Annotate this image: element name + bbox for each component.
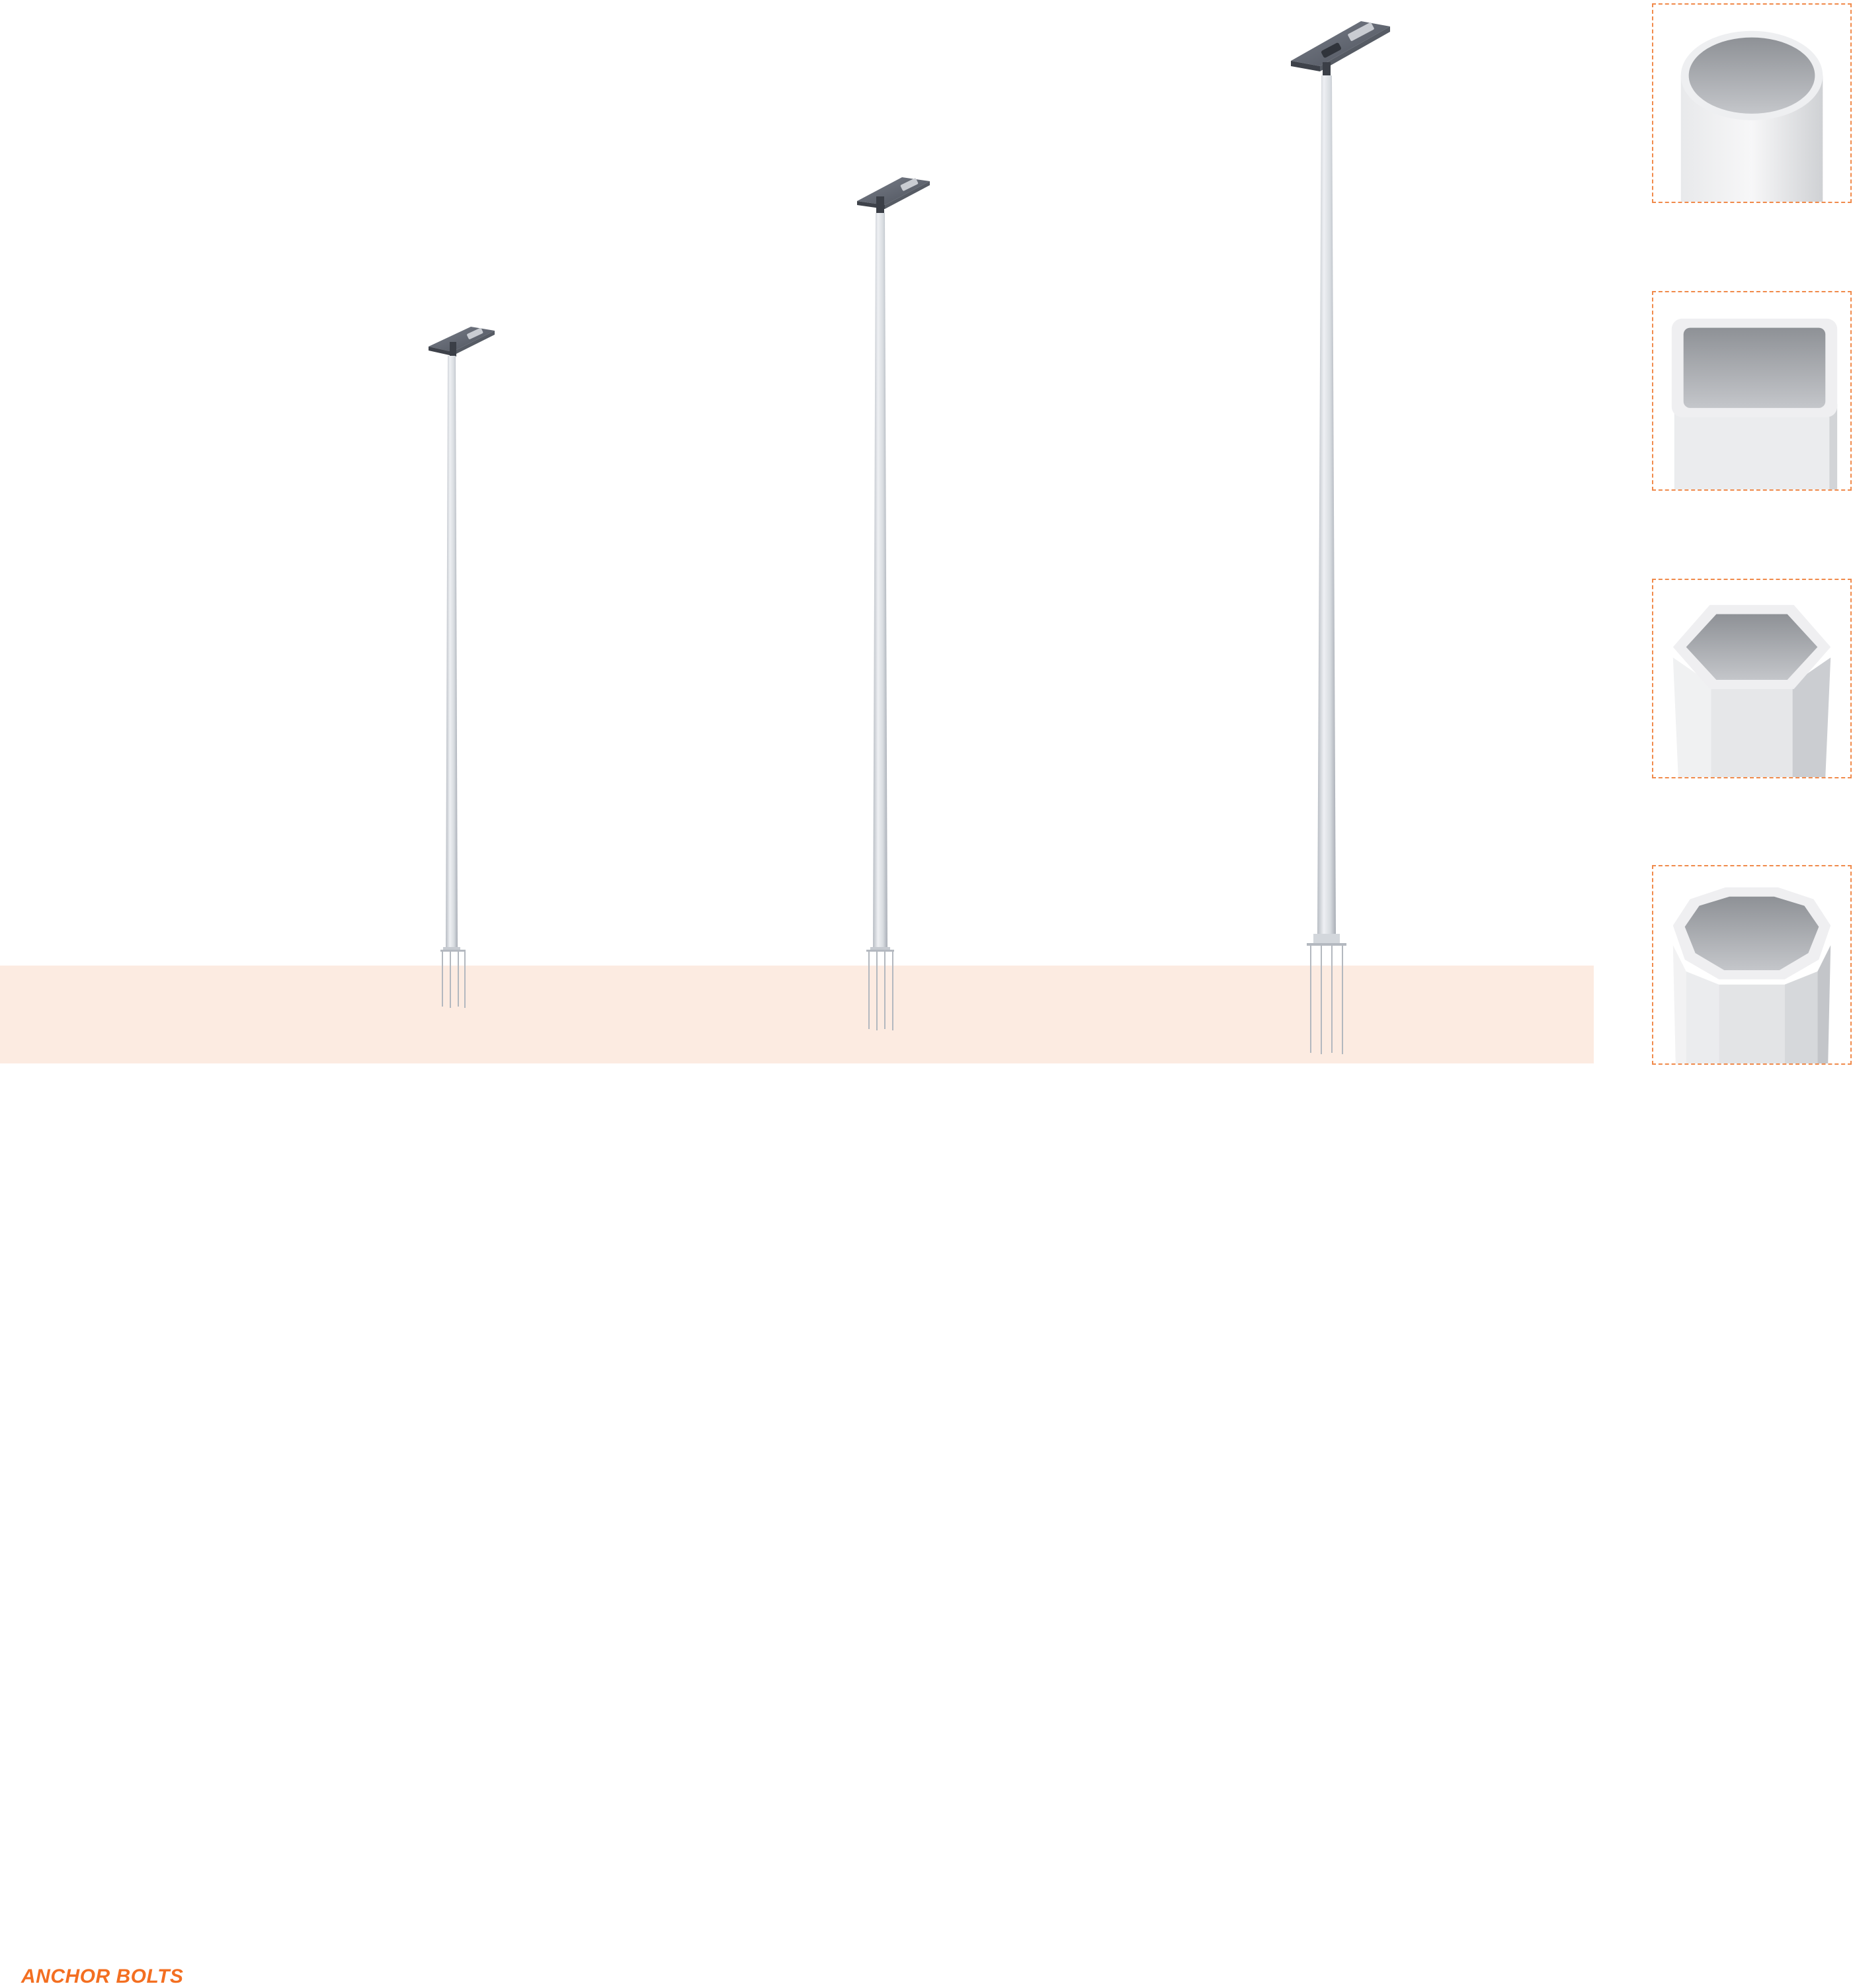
square-pole-section-icon	[1671, 318, 1838, 489]
anchor-bolts-label: ANCHOR BOLTS	[21, 1966, 184, 1987]
hexagonal-pole-section-icon	[1672, 604, 1831, 777]
round-pole-section-icon	[1680, 30, 1823, 202]
solar-street-light-icon	[857, 177, 930, 214]
hexagonal-profile-card	[1652, 579, 1852, 778]
tall-pole	[1291, 21, 1390, 1054]
anchor-bolts	[442, 951, 466, 1008]
short-pole	[429, 327, 495, 1008]
solar-street-light-icon	[429, 327, 495, 356]
octagonal-profile-card	[1652, 865, 1852, 1065]
pole-illustration	[429, 21, 1390, 1054]
medium-pole	[857, 177, 930, 1030]
square-profile-card	[1652, 291, 1852, 491]
solar-street-light-icon	[1291, 21, 1390, 77]
anchor-bolts	[868, 951, 893, 1030]
round-profile-card	[1652, 3, 1852, 203]
anchor-bolts	[1310, 946, 1343, 1054]
octagonal-pole-section-icon	[1672, 887, 1831, 1063]
